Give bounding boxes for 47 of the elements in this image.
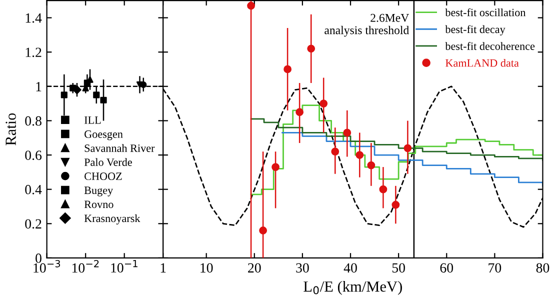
x-tick-label: 20 (248, 263, 261, 273)
x-tick-label: 40 (344, 263, 357, 273)
y-tick-label: 1.2 (26, 48, 42, 58)
point (343, 128, 352, 137)
x-tick-label: 10$^{−1}$ (111, 260, 138, 273)
x-tick-label: 1 (160, 263, 166, 272)
x-axis-title: L$_{0}$/E (km/MeV) (304, 280, 402, 295)
legend-label: best-fit decoherence (445, 42, 535, 50)
point (404, 144, 412, 152)
point (307, 44, 316, 53)
ref-line-label: 2.6MeV analysis threshold (324, 14, 410, 37)
legend-label: Rovno (84, 200, 114, 208)
point (272, 163, 280, 171)
x-tick-label: 30 (296, 263, 309, 273)
point (247, 2, 255, 10)
x-tick-label: 50 (392, 263, 405, 273)
legend-label: Krasnoyarsk (84, 214, 140, 224)
point (331, 148, 340, 156)
x-tick-label: 10$^{−2}$ (72, 260, 99, 273)
y-tick-label: 0.4 (25, 184, 42, 194)
point (379, 185, 388, 194)
point (320, 100, 328, 108)
legend-label: best-fit decay (445, 25, 506, 36)
point (392, 200, 400, 209)
x-tick-label: 10 (200, 263, 213, 273)
point (259, 226, 268, 234)
legend-label: Palo Verde (84, 158, 132, 166)
point (296, 108, 304, 116)
y-tick-label: 1 (36, 82, 42, 92)
legend-label: Bugey (84, 186, 114, 196)
legend-label: Savannah River (84, 144, 155, 152)
y-tick-label: 0.8 (25, 116, 42, 126)
point (367, 161, 376, 170)
y-tick-label: 0.2 (25, 219, 42, 229)
legend-label: KamLAND data (446, 58, 519, 67)
y-tick-label: 0.6 (25, 150, 42, 160)
x-tick-label: 60 (440, 263, 454, 273)
x-tick-label: 80 (536, 263, 550, 273)
x-tick-label: 70 (488, 263, 502, 273)
legend-label: CHOOZ (84, 172, 122, 180)
point (356, 151, 364, 159)
y-tick-label: 1.4 (26, 13, 42, 23)
legend-label: Goesgen (84, 130, 123, 140)
legend-label: best-fit oscillation (445, 8, 526, 16)
y-axis-title: Ratio (6, 113, 16, 146)
point (284, 65, 292, 74)
legend-label: ILL (84, 116, 101, 124)
